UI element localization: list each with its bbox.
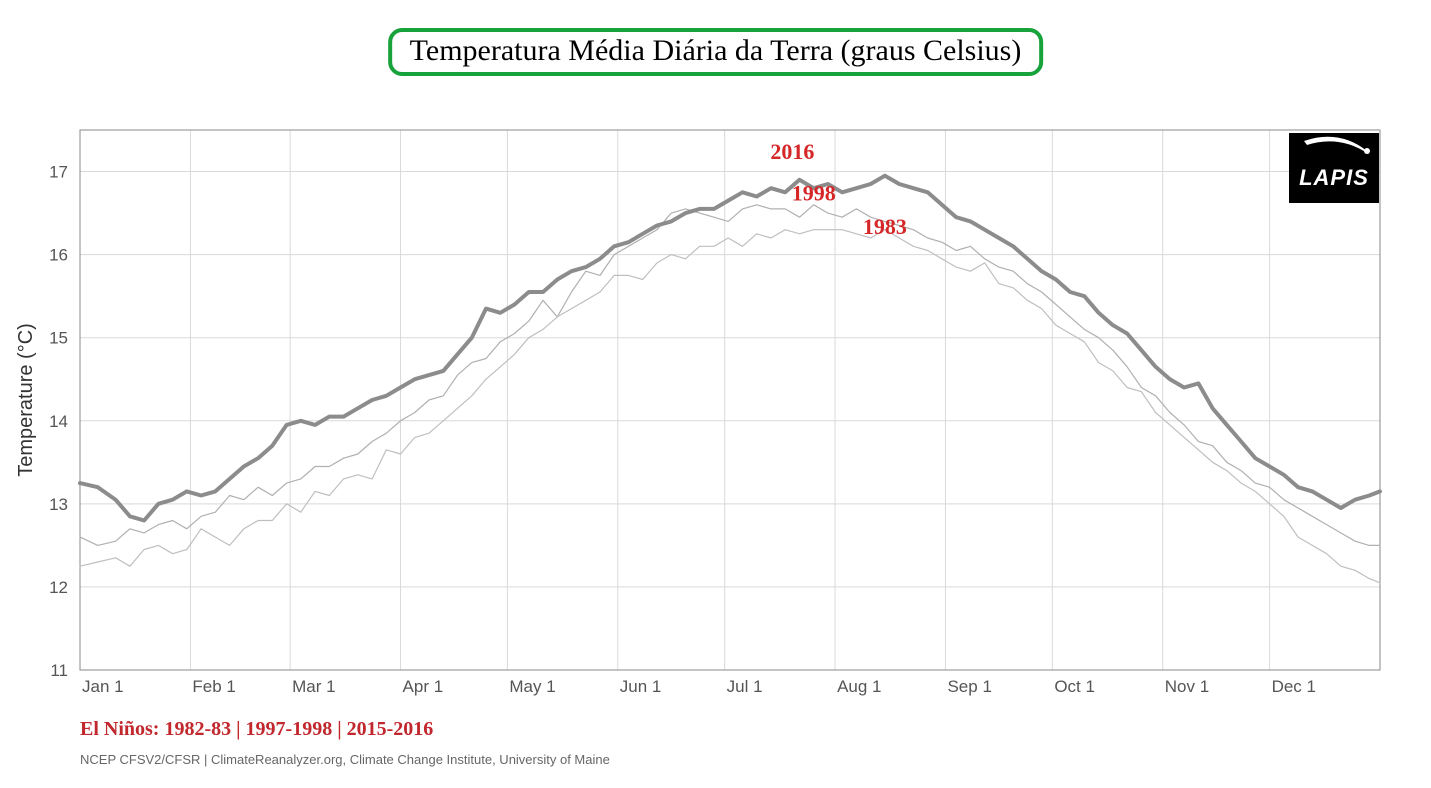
x-tick-label: Jan 1 (82, 677, 124, 696)
series-label-2016: 2016 (770, 139, 814, 164)
el-nino-legend: El Niños: 1982-83 | 1997-1998 | 2015-201… (80, 718, 433, 741)
x-tick-label: Apr 1 (403, 677, 444, 696)
y-tick-label: 16 (49, 246, 68, 265)
lapis-logo-svg: LAPIS (1289, 133, 1379, 203)
series-label-1998: 1998 (792, 181, 836, 206)
x-tick-label: Dec 1 (1272, 677, 1316, 696)
chart-container: Temperatura Média Diária da Terra (graus… (0, 0, 1431, 788)
svg-text:LAPIS: LAPIS (1299, 165, 1369, 190)
x-tick-label: Sep 1 (947, 677, 991, 696)
y-tick-label: 15 (49, 329, 68, 348)
y-tick-label: 17 (49, 163, 68, 182)
x-tick-label: Nov 1 (1165, 677, 1209, 696)
x-tick-label: May 1 (509, 677, 555, 696)
series-label-1983: 1983 (863, 214, 907, 239)
y-axis-label: Temperature (°C) (15, 323, 37, 477)
x-tick-label: Feb 1 (192, 677, 235, 696)
x-tick-label: Mar 1 (292, 677, 335, 696)
lapis-logo: LAPIS (1289, 133, 1379, 203)
data-source: NCEP CFSV2/CFSR | ClimateReanalyzer.org,… (80, 752, 610, 767)
chart-svg: 11 12 13 14 15 16 17 Jan 1 Feb 1 Mar 1 Apr 1 May 1 J… (0, 0, 1431, 788)
y-tick-label: 14 (49, 412, 68, 431)
x-tick-label: Aug 1 (837, 677, 881, 696)
y-tick-label: 11 (50, 661, 68, 680)
y-tick-label: 13 (49, 495, 68, 514)
x-tick-label: Jun 1 (620, 677, 662, 696)
y-tick-label: 12 (49, 578, 68, 597)
x-tick-label: Jul 1 (727, 677, 763, 696)
x-tick-label: Oct 1 (1054, 677, 1095, 696)
